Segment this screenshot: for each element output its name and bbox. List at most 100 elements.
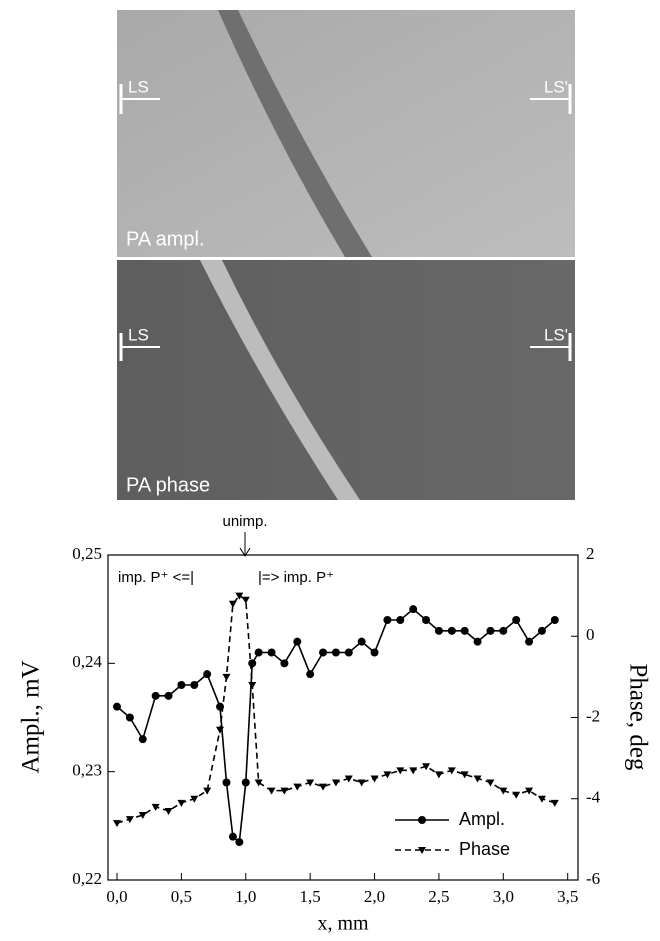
point <box>357 637 366 646</box>
point <box>409 767 418 775</box>
y2-tick-label: 0 <box>586 625 595 644</box>
legend-label: Phase <box>459 839 510 859</box>
point <box>486 626 495 635</box>
point <box>473 637 482 646</box>
marker-label: LS <box>128 325 149 344</box>
point <box>499 787 508 795</box>
point <box>280 787 289 795</box>
point <box>319 783 328 791</box>
point <box>280 659 289 668</box>
image-caption: PA ampl. <box>126 228 205 250</box>
point <box>460 771 469 779</box>
point <box>434 626 443 635</box>
y-tick-label: 0,25 <box>72 544 102 563</box>
point <box>267 648 276 657</box>
point <box>138 812 147 819</box>
point <box>113 702 122 711</box>
point <box>344 775 353 783</box>
point <box>306 779 315 787</box>
point <box>331 779 340 787</box>
point <box>460 626 469 635</box>
annotation: imp. P⁺ <=| <box>118 569 194 586</box>
point <box>151 691 160 700</box>
point <box>383 616 392 624</box>
marker-label: LS' <box>544 77 568 96</box>
point <box>550 616 559 624</box>
point <box>235 838 244 847</box>
point <box>190 795 199 803</box>
point <box>177 799 186 807</box>
point <box>241 778 250 787</box>
point <box>203 670 212 679</box>
point <box>396 767 405 775</box>
point <box>248 659 257 668</box>
x-tick-label: 1,5 <box>300 887 321 906</box>
point <box>447 626 456 635</box>
point <box>331 648 340 657</box>
point <box>125 713 134 722</box>
series-line <box>116 594 556 824</box>
point <box>254 779 263 787</box>
point <box>486 779 495 787</box>
x-axis-label: x, mm <box>317 913 369 935</box>
point <box>319 648 328 657</box>
chart: Ampl., mV Phase, deg x, mm unimp. imp. P… <box>18 513 652 935</box>
point <box>396 616 405 624</box>
point <box>344 648 353 657</box>
point <box>499 626 508 635</box>
point <box>512 616 521 624</box>
x-tick-label: 3,0 <box>493 887 514 906</box>
x-tick-label: 0,0 <box>106 887 127 906</box>
point <box>138 735 147 744</box>
point <box>370 648 379 657</box>
point <box>228 832 237 841</box>
point <box>177 681 186 689</box>
point <box>164 807 173 815</box>
point <box>293 783 302 791</box>
point <box>434 771 443 779</box>
point <box>550 799 559 807</box>
image-caption: PA phase <box>126 474 210 496</box>
point <box>222 673 231 681</box>
point <box>241 596 250 604</box>
point <box>222 778 231 787</box>
legend-marker <box>418 847 426 854</box>
y-tick-label: 0,23 <box>72 761 102 780</box>
point <box>151 803 160 811</box>
point <box>235 592 244 600</box>
amplitude-image: LS LS' PA ampl. <box>117 10 575 257</box>
y-axis-label: Ampl., mV <box>18 660 45 773</box>
y2-axis-label: Phase, deg <box>624 664 651 771</box>
marker-label: LS' <box>544 325 568 344</box>
point <box>525 787 534 795</box>
x-tick-label: 2,5 <box>428 887 449 906</box>
y2-tick-label: -6 <box>586 869 600 888</box>
point <box>248 682 257 689</box>
point <box>370 775 379 783</box>
point <box>512 791 521 799</box>
point <box>383 771 392 779</box>
point <box>473 775 482 783</box>
series-line <box>116 608 556 844</box>
point <box>125 816 134 824</box>
point <box>447 767 456 775</box>
point <box>216 726 225 734</box>
marker-label: LS <box>128 77 149 96</box>
x-tick-label: 0,5 <box>171 887 192 906</box>
point <box>228 600 237 608</box>
annotation: unimp. <box>222 513 267 530</box>
point <box>190 681 199 689</box>
annotation: |=> imp. P⁺ <box>258 569 334 586</box>
x-tick-label: 1,0 <box>235 887 256 906</box>
y2-tick-label: -4 <box>586 788 601 807</box>
y2-tick-label: 2 <box>586 544 595 563</box>
x-tick-label: 2,0 <box>364 887 385 906</box>
point <box>409 605 418 614</box>
x-tick-label: 3,5 <box>557 887 578 906</box>
phase-image: LS LS' PA phase <box>117 260 575 500</box>
point <box>422 616 431 624</box>
point <box>537 626 546 635</box>
point <box>306 670 315 679</box>
point <box>422 763 431 771</box>
